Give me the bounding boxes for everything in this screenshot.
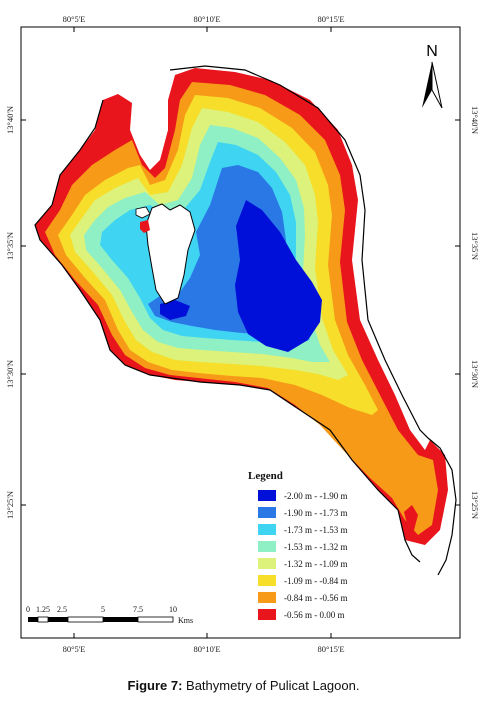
bottom-ticks: 80°5'E 80°10'E 80°15'E [63, 633, 345, 654]
top-tick-label: 80°15'E [317, 14, 344, 24]
left-ticks: 13°40'N 13°35'N 13°30'N 13°25'N [5, 106, 26, 519]
legend-label: -0.84 m - -0.56 m [284, 593, 348, 603]
legend-label: -1.09 m - -0.84 m [284, 576, 348, 586]
bathymetry-map: 80°5'E 80°10'E 80°15'E 80°5'E 80°10'E 80… [5, 14, 480, 654]
legend-label: -1.73 m - -1.53 m [284, 525, 348, 535]
south-mouth-red [404, 505, 418, 530]
right-tick-label: 13°25'N [470, 491, 480, 519]
left-tick-label: 13°35'N [5, 232, 15, 260]
right-tick-label: 13°35'N [470, 232, 480, 260]
scale-seg [48, 617, 68, 622]
legend-swatch [258, 490, 276, 501]
scale-seg [137, 616, 174, 623]
scale-seg [103, 617, 138, 622]
depth-zone-2.00-1.90 [235, 200, 322, 352]
caption-text: Bathymetry of Pulicat Lagoon. [182, 678, 360, 693]
figure-caption: Figure 7: Bathymetry of Pulicat Lagoon. [0, 678, 487, 693]
top-ticks: 80°5'E 80°10'E 80°15'E [63, 14, 345, 32]
left-tick-label: 13°25'N [5, 491, 15, 519]
caption-label: Figure 7: [127, 678, 183, 693]
right-tick-label: 13°40'N [470, 106, 480, 134]
right-tick-label: 13°30'N [470, 360, 480, 388]
scale-label: 2.5 [57, 605, 67, 614]
north-arrow: N [422, 43, 443, 109]
red-island-patch [140, 220, 150, 233]
legend-swatch [258, 575, 276, 586]
bottom-tick-label: 80°5'E [63, 644, 86, 654]
legend-label: -2.00 m - -1.90 m [284, 491, 348, 501]
scale-label: 0 [26, 605, 30, 614]
legend-label: -1.53 m - -1.32 m [284, 542, 348, 552]
legend-swatch [258, 558, 276, 569]
scale-label: 5 [101, 605, 105, 614]
legend-swatch [258, 592, 276, 603]
scale-label: 10 [169, 605, 177, 614]
east-coastline [169, 65, 457, 576]
scale-unit: Kms [178, 616, 193, 625]
west-coastline [34, 99, 421, 563]
legend-swatch [258, 507, 276, 518]
legend-swatch [258, 609, 276, 620]
top-tick-label: 80°5'E [63, 14, 86, 24]
legend-label: -0.56 m - 0.00 m [284, 610, 345, 620]
scale-bar: 0 1.25 2.5 5 7.5 10 Kms [26, 605, 193, 625]
small-island [135, 206, 151, 219]
depth-zone-2.00-1.90-south [160, 300, 190, 320]
north-arrow-left [422, 62, 432, 108]
legend-swatch [258, 541, 276, 552]
scale-label: 1.25 [36, 605, 50, 614]
bottom-tick-label: 80°15'E [317, 644, 344, 654]
scale-label: 7.5 [133, 605, 143, 614]
north-label: N [426, 43, 438, 60]
left-tick-label: 13°40'N [5, 106, 15, 134]
scale-seg [67, 616, 104, 623]
right-ticks: 13°40'N 13°35'N 13°30'N 13°25'N [455, 106, 480, 519]
lagoon-depth-zones [35, 68, 448, 545]
legend-swatch [258, 524, 276, 535]
scale-seg [37, 616, 49, 623]
legend-title: Legend [248, 470, 283, 482]
legend-label: -1.90 m - -1.73 m [284, 508, 348, 518]
lagoon-island [145, 203, 196, 305]
bottom-tick-label: 80°10'E [193, 644, 220, 654]
legend-label: -1.32 m - -1.09 m [284, 559, 348, 569]
left-tick-label: 13°30'N [5, 360, 15, 388]
north-arrow-right [431, 61, 443, 109]
legend: Legend -2.00 m - -1.90 m -1.90 m - -1.73 … [248, 470, 348, 620]
scale-seg [28, 617, 38, 622]
top-tick-label: 80°10'E [193, 14, 220, 24]
